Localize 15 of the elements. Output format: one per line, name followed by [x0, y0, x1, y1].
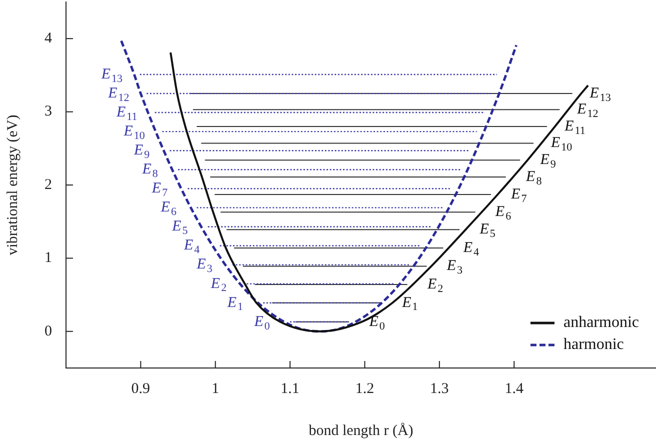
- x-tick-label: 1: [212, 380, 220, 397]
- y-tick-label: 1: [44, 250, 52, 266]
- x-tick-label: 1.2: [355, 380, 374, 397]
- y-tick-label: 3: [44, 104, 52, 120]
- y-tick-label: 0: [44, 323, 52, 340]
- x-axis-title: bond length r (Å): [308, 422, 414, 439]
- legend-label: harmonic: [563, 336, 624, 354]
- x-tick-label: 0.9: [131, 380, 150, 397]
- y-axis-title: vibrational energy (eV): [4, 114, 21, 256]
- x-tick-label: 1.1: [280, 380, 300, 397]
- y-tick-label: 2: [44, 176, 52, 193]
- x-tick-label: 1.3: [430, 380, 449, 397]
- legend-label: anharmonic: [563, 314, 640, 332]
- y-tick-label: 4: [44, 30, 52, 47]
- x-tick-label: 1.4: [504, 380, 524, 397]
